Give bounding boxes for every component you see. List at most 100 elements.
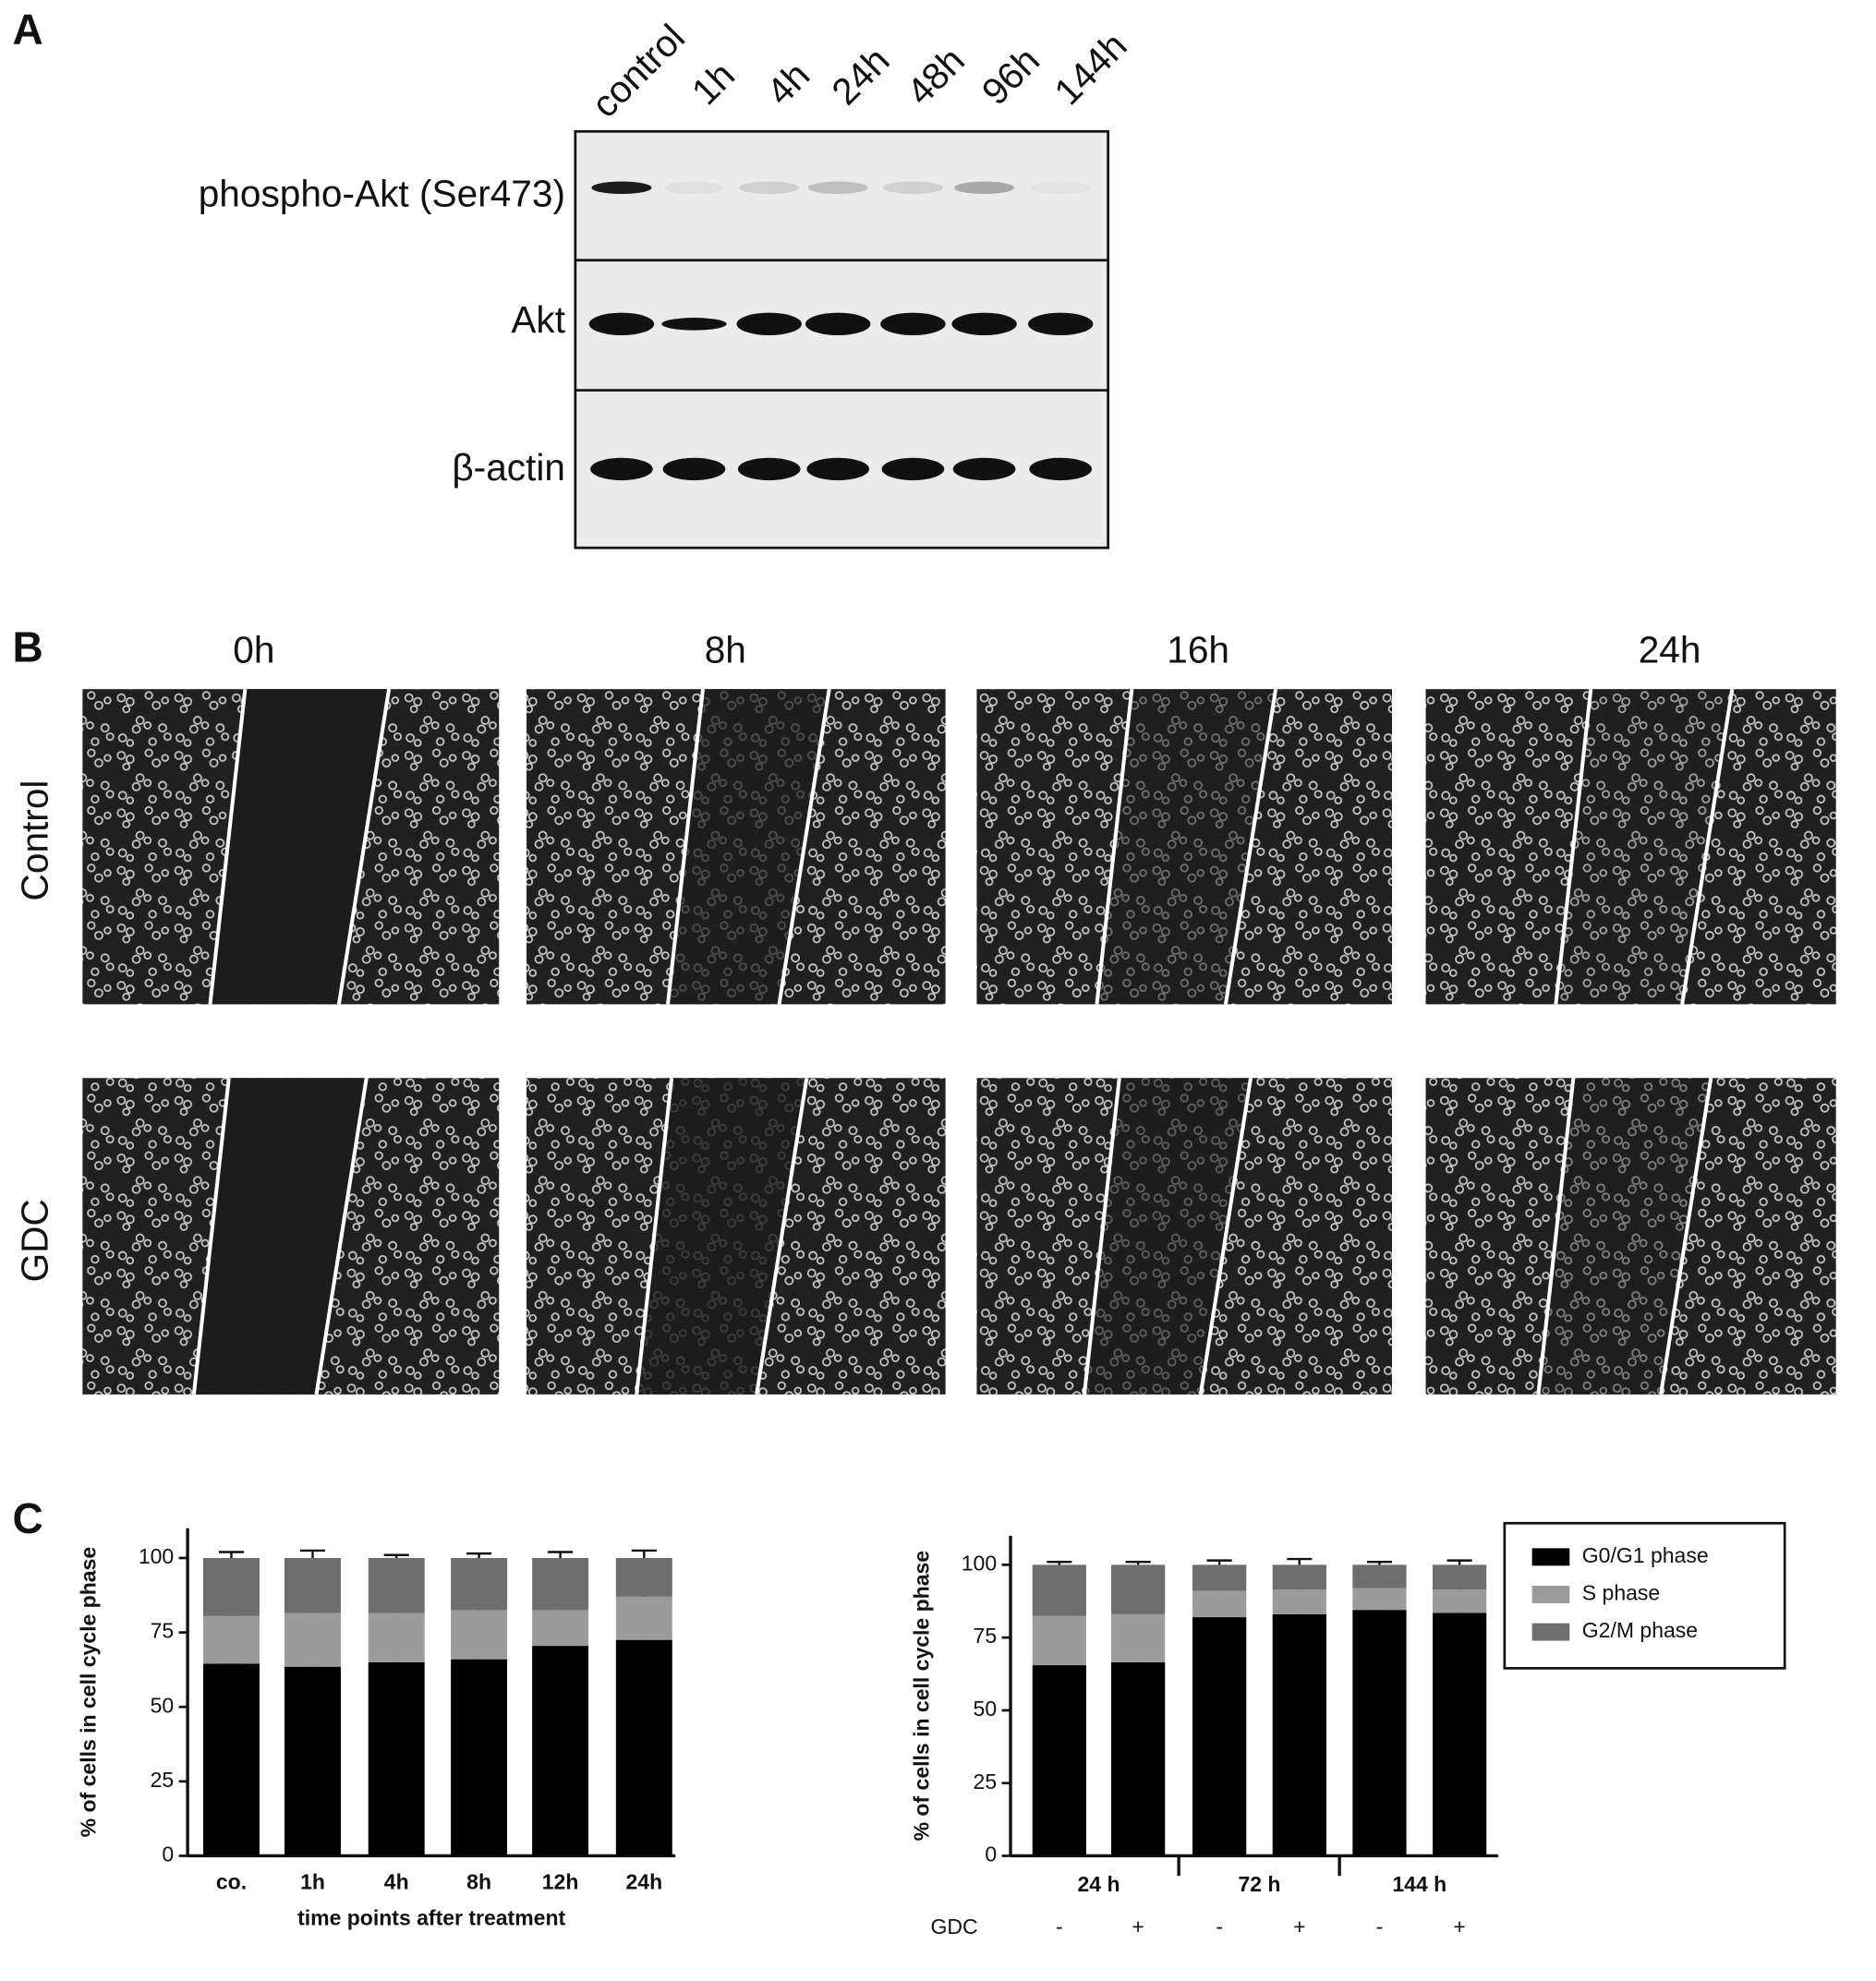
group-label: 72 h <box>1238 1872 1280 1896</box>
x-tick-label: - <box>1216 1915 1223 1939</box>
band <box>881 457 945 481</box>
wound-gap <box>1538 1078 1712 1395</box>
bar-segment <box>203 1557 260 1616</box>
band <box>807 181 868 195</box>
band <box>590 457 653 481</box>
legend-label: G2/M phase <box>1582 1618 1698 1642</box>
y-tick-label: 25 <box>151 1768 175 1792</box>
band <box>736 312 802 336</box>
error-bar <box>299 1549 326 1558</box>
legend-swatch <box>1531 1623 1570 1641</box>
lane-label: 96h <box>974 39 1047 113</box>
wound-edge <box>1554 688 1593 1005</box>
wound-edge <box>635 1078 674 1395</box>
bar-segment <box>1433 1564 1487 1590</box>
bar-segment <box>1111 1661 1166 1856</box>
x-tick-label: - <box>1056 1915 1063 1939</box>
bar-segment <box>615 1557 672 1597</box>
row-label: β-actin <box>452 446 565 489</box>
time-label: 24h <box>1639 629 1701 671</box>
y-axis-label: % of cells in cell cycle phase <box>909 1551 933 1842</box>
bar-segment <box>1192 1590 1247 1618</box>
error-bar <box>1366 1560 1393 1565</box>
bar-segment <box>1352 1564 1407 1588</box>
wound-gap <box>1555 689 1733 1005</box>
bar-segment <box>1032 1564 1086 1616</box>
band <box>806 457 870 481</box>
error-bar <box>383 1553 409 1558</box>
panel-label: C <box>13 1494 43 1542</box>
wound-gap <box>636 1078 807 1395</box>
wound-edge <box>666 688 705 1005</box>
bar-segment <box>1352 1610 1407 1856</box>
band <box>954 181 1015 195</box>
group-label: 144 h <box>1392 1872 1446 1896</box>
wound-edge <box>1659 1077 1713 1395</box>
bar-segment <box>368 1557 425 1613</box>
bar-segment <box>1433 1589 1487 1613</box>
y-tick-label: 100 <box>962 1551 997 1575</box>
legend-swatch <box>1531 1586 1570 1603</box>
bar-segment <box>532 1610 589 1647</box>
lane-label: 1h <box>684 54 743 113</box>
lane-label: 24h <box>823 39 897 113</box>
panel-label: A <box>13 5 43 53</box>
wound-gap <box>210 689 390 1005</box>
band <box>737 457 801 481</box>
error-bar <box>1125 1560 1151 1565</box>
bar-segment <box>1032 1665 1086 1856</box>
lane-label: 4h <box>758 54 817 113</box>
legend-label: S phase <box>1582 1581 1660 1605</box>
x-axis-label: time points after treatment <box>297 1906 565 1930</box>
time-label: 8h <box>705 629 746 671</box>
band <box>588 312 655 336</box>
x-tick-label: co. <box>216 1869 247 1893</box>
band <box>1031 181 1091 194</box>
band <box>739 181 800 195</box>
time-label: 16h <box>1167 629 1229 671</box>
bar-segment <box>1272 1589 1326 1614</box>
bar-segment <box>451 1557 508 1611</box>
y-tick-label: 100 <box>139 1544 174 1568</box>
bar-segment <box>532 1557 589 1611</box>
bar-segment <box>284 1557 341 1613</box>
bar-segment <box>532 1646 589 1856</box>
time-label: 0h <box>233 629 274 671</box>
y-axis-label: % of cells in cell cycle phase <box>77 1547 101 1837</box>
wound-edge <box>1536 1078 1576 1395</box>
x-tick-label: - <box>1376 1915 1384 1939</box>
error-bar <box>1206 1559 1232 1565</box>
micrograph <box>1425 1078 1836 1395</box>
bar-segment <box>284 1613 341 1667</box>
bar-segment <box>615 1639 672 1856</box>
band <box>662 457 726 481</box>
bar-segment <box>451 1659 508 1856</box>
wound-edge <box>1095 688 1134 1005</box>
bar-segment <box>451 1610 508 1660</box>
bar-segment <box>1192 1564 1247 1591</box>
x-tick-label: 12h <box>542 1869 579 1893</box>
y-tick-label: 75 <box>974 1624 998 1648</box>
error-bar <box>218 1551 245 1558</box>
wound-edge <box>777 688 831 1005</box>
category-title: GDC <box>931 1915 978 1939</box>
y-tick-label: 0 <box>985 1842 997 1866</box>
bar-segment <box>203 1615 260 1664</box>
bar-segment <box>1111 1613 1166 1662</box>
error-bar <box>548 1551 574 1558</box>
group-label: 24 h <box>1077 1872 1120 1896</box>
wound-edge <box>1223 688 1278 1005</box>
band <box>663 181 724 195</box>
bar-segment <box>284 1666 341 1856</box>
lane-label: control <box>583 16 693 126</box>
bar-segment <box>615 1596 672 1640</box>
band <box>882 181 943 195</box>
error-bar <box>1047 1560 1072 1565</box>
wound-edge <box>1198 1077 1253 1395</box>
band <box>880 312 946 336</box>
bar-segment <box>368 1613 425 1662</box>
x-tick-label: 1h <box>300 1869 325 1893</box>
row-label: phospho-Akt (Ser473) <box>199 172 565 214</box>
wound-edge <box>336 688 392 1005</box>
wound-edge <box>755 1077 809 1395</box>
